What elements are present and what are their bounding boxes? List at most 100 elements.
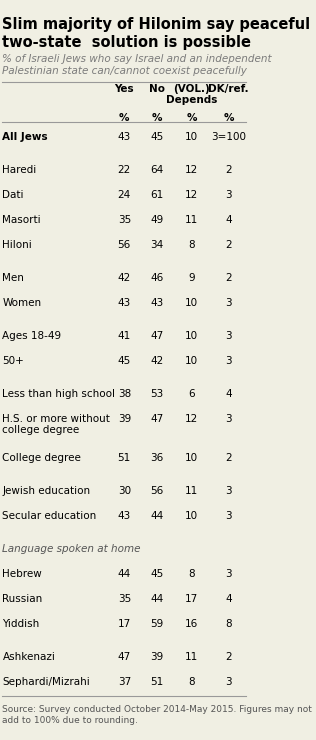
Text: 4: 4	[225, 388, 232, 399]
Text: 47: 47	[150, 414, 163, 423]
Text: 64: 64	[150, 165, 163, 175]
Text: 3: 3	[225, 331, 232, 340]
Text: Ages 18-49: Ages 18-49	[3, 331, 62, 340]
Text: 11: 11	[185, 652, 198, 662]
Text: College degree: College degree	[3, 454, 81, 463]
Text: 16: 16	[185, 619, 198, 629]
Text: 10: 10	[185, 454, 198, 463]
Text: 50+: 50+	[3, 356, 24, 366]
Text: %: %	[186, 113, 197, 123]
Text: 8: 8	[188, 677, 195, 687]
Text: All Jews: All Jews	[3, 132, 48, 142]
Text: %: %	[119, 113, 130, 123]
Text: 17: 17	[118, 619, 131, 629]
Text: 2: 2	[225, 240, 232, 250]
Text: 42: 42	[118, 273, 131, 283]
Text: 47: 47	[118, 652, 131, 662]
Text: Yes: Yes	[114, 84, 134, 94]
Text: 12: 12	[185, 190, 198, 200]
Text: Russian: Russian	[3, 594, 43, 604]
Text: Hebrew: Hebrew	[3, 569, 42, 579]
Text: Slim majority of Hilonim say peaceful
two-state  solution is possible: Slim majority of Hilonim say peaceful tw…	[3, 17, 311, 50]
Text: 42: 42	[150, 356, 163, 366]
Text: Women: Women	[3, 297, 42, 308]
Text: 4: 4	[225, 215, 232, 225]
Text: 3: 3	[225, 356, 232, 366]
Text: Yiddish: Yiddish	[3, 619, 40, 629]
Text: %: %	[223, 113, 234, 123]
Text: 11: 11	[185, 486, 198, 497]
Text: Jewish education: Jewish education	[3, 486, 91, 497]
Text: 44: 44	[150, 511, 163, 521]
Text: 47: 47	[150, 331, 163, 340]
Text: No: No	[149, 84, 165, 94]
Text: % of Israeli Jews who say Israel and an independent
Palestinian state can/cannot: % of Israeli Jews who say Israel and an …	[3, 54, 272, 76]
Text: 2: 2	[225, 165, 232, 175]
Text: 41: 41	[118, 331, 131, 340]
Text: 43: 43	[118, 511, 131, 521]
Text: 30: 30	[118, 486, 131, 497]
Text: 2: 2	[225, 652, 232, 662]
Text: Secular education: Secular education	[3, 511, 97, 521]
Text: 36: 36	[150, 454, 163, 463]
Text: %: %	[151, 113, 162, 123]
Text: 2: 2	[225, 273, 232, 283]
Text: 22: 22	[118, 165, 131, 175]
Text: Hiloni: Hiloni	[3, 240, 32, 250]
Text: 43: 43	[118, 132, 131, 142]
Text: 3: 3	[225, 297, 232, 308]
Text: 10: 10	[185, 297, 198, 308]
Text: 8: 8	[225, 619, 232, 629]
Text: 39: 39	[118, 414, 131, 423]
Text: (VOL.)
Depends: (VOL.) Depends	[166, 84, 217, 105]
Text: Masorti: Masorti	[3, 215, 41, 225]
Text: 11: 11	[185, 215, 198, 225]
Text: 43: 43	[118, 297, 131, 308]
Text: 39: 39	[150, 652, 163, 662]
Text: 46: 46	[150, 273, 163, 283]
Text: Men: Men	[3, 273, 24, 283]
Text: 37: 37	[118, 677, 131, 687]
Text: 6: 6	[188, 388, 195, 399]
Text: 3: 3	[225, 190, 232, 200]
Text: 10: 10	[185, 511, 198, 521]
Text: Dati: Dati	[3, 190, 24, 200]
Text: 53: 53	[150, 388, 163, 399]
Text: 35: 35	[118, 594, 131, 604]
Text: 56: 56	[150, 486, 163, 497]
Text: 38: 38	[118, 388, 131, 399]
Text: 35: 35	[118, 215, 131, 225]
Text: 9: 9	[188, 273, 195, 283]
Text: 3: 3	[225, 486, 232, 497]
Text: Less than high school: Less than high school	[3, 388, 115, 399]
Text: 43: 43	[150, 297, 163, 308]
Text: 51: 51	[150, 677, 163, 687]
Text: 10: 10	[185, 132, 198, 142]
Text: 61: 61	[150, 190, 163, 200]
Text: 3=100: 3=100	[211, 132, 246, 142]
Text: 3: 3	[225, 414, 232, 423]
Text: Ashkenazi: Ashkenazi	[3, 652, 55, 662]
Text: 24: 24	[118, 190, 131, 200]
Text: 3: 3	[225, 569, 232, 579]
Text: Sephardi/Mizrahi: Sephardi/Mizrahi	[3, 677, 90, 687]
Text: Haredi: Haredi	[3, 165, 37, 175]
Text: 45: 45	[118, 356, 131, 366]
Text: 44: 44	[118, 569, 131, 579]
Text: 45: 45	[150, 569, 163, 579]
Text: 34: 34	[150, 240, 163, 250]
Text: 12: 12	[185, 165, 198, 175]
Text: 17: 17	[185, 594, 198, 604]
Text: 8: 8	[188, 569, 195, 579]
Text: Source: Survey conducted October 2014-May 2015. Figures may not
add to 100% due : Source: Survey conducted October 2014-Ma…	[3, 705, 312, 725]
Text: 3: 3	[225, 511, 232, 521]
Text: 44: 44	[150, 594, 163, 604]
Text: 10: 10	[185, 356, 198, 366]
Text: 4: 4	[225, 594, 232, 604]
Text: 8: 8	[188, 240, 195, 250]
Text: 51: 51	[118, 454, 131, 463]
Text: 2: 2	[225, 454, 232, 463]
Text: Language spoken at home: Language spoken at home	[3, 544, 141, 554]
Text: 10: 10	[185, 331, 198, 340]
Text: 56: 56	[118, 240, 131, 250]
